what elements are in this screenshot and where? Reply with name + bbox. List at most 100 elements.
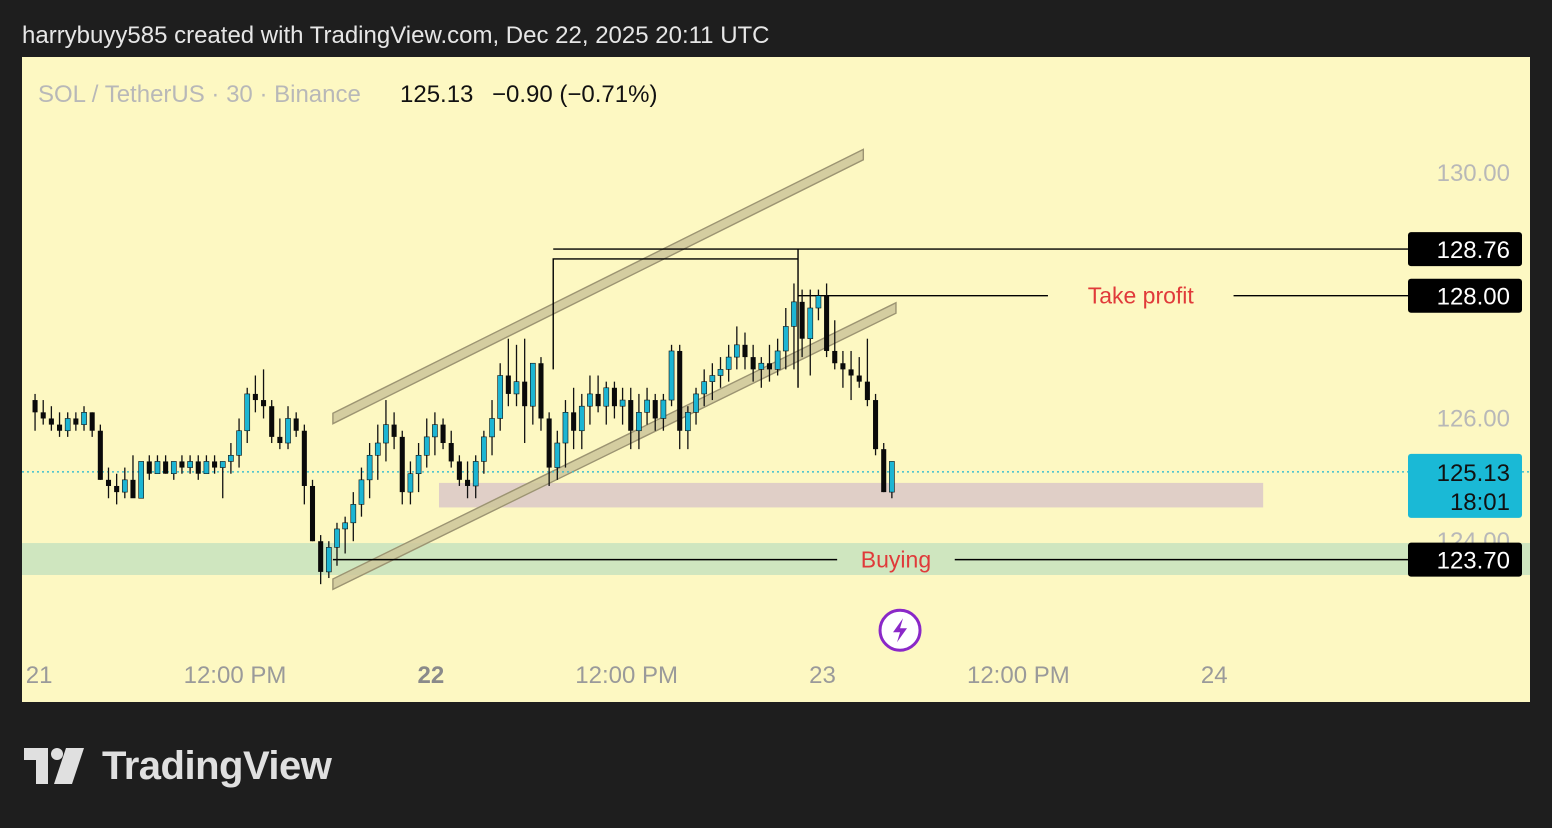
candle-body bbox=[465, 479, 471, 486]
candle bbox=[465, 461, 471, 499]
candle-body bbox=[481, 436, 487, 462]
candle-body bbox=[399, 436, 405, 493]
candle-body bbox=[725, 356, 732, 370]
candle bbox=[529, 362, 536, 425]
candle bbox=[415, 443, 422, 493]
candle-body bbox=[252, 393, 258, 401]
y-tick-label: 126.00 bbox=[1437, 405, 1510, 432]
candle-body bbox=[154, 461, 161, 475]
candle bbox=[32, 393, 38, 431]
candle bbox=[677, 344, 683, 450]
candle-body bbox=[578, 405, 585, 432]
candle-body bbox=[766, 363, 773, 370]
candle-body bbox=[391, 424, 397, 437]
price-tag-label: 128.00 bbox=[1437, 284, 1510, 311]
candle bbox=[782, 308, 789, 370]
price-tag bbox=[1408, 542, 1522, 577]
candle bbox=[873, 393, 879, 456]
candle-body bbox=[179, 461, 185, 468]
candle-body bbox=[693, 393, 699, 413]
candle-body bbox=[873, 400, 879, 450]
candle bbox=[505, 338, 511, 407]
candle-body bbox=[603, 387, 610, 407]
candle bbox=[595, 375, 601, 413]
candle bbox=[864, 338, 870, 407]
candle-body bbox=[440, 424, 446, 444]
zone-0 bbox=[438, 482, 1264, 508]
candle bbox=[725, 344, 732, 382]
candle bbox=[350, 492, 357, 542]
candle bbox=[848, 350, 854, 401]
candle-body bbox=[497, 375, 504, 419]
lightning-event-icon[interactable] bbox=[878, 608, 922, 652]
candle bbox=[89, 412, 95, 437]
candle-body bbox=[383, 424, 389, 444]
candle bbox=[685, 406, 691, 450]
candle-body bbox=[334, 528, 340, 548]
candle-body bbox=[513, 381, 520, 395]
candle-body bbox=[489, 418, 495, 438]
candle bbox=[81, 406, 87, 431]
candle bbox=[219, 461, 226, 499]
candle-body bbox=[187, 461, 193, 468]
candle bbox=[73, 412, 79, 431]
candle-body bbox=[774, 350, 781, 370]
x-tick-label: 23 bbox=[809, 662, 836, 689]
candle bbox=[856, 357, 862, 388]
candle bbox=[832, 320, 838, 370]
brand-name: TradingView bbox=[102, 743, 332, 788]
candle-body bbox=[750, 357, 756, 370]
candle bbox=[546, 412, 552, 486]
candle bbox=[554, 430, 561, 480]
legend-change: −0.90 (−0.71%) bbox=[492, 81, 657, 108]
candle bbox=[742, 332, 748, 370]
candle-body bbox=[734, 344, 740, 358]
candle bbox=[578, 393, 585, 450]
candle-body bbox=[64, 418, 71, 432]
x-tick-label: 12:00 PM bbox=[184, 662, 287, 689]
candle bbox=[40, 400, 46, 425]
tradingview-brand: TradingView bbox=[24, 743, 332, 788]
candle bbox=[366, 443, 373, 499]
candle bbox=[571, 387, 577, 450]
candle-body bbox=[89, 412, 95, 431]
candle bbox=[522, 338, 528, 444]
candle-body bbox=[57, 424, 63, 431]
candle bbox=[399, 430, 405, 505]
candle-body bbox=[219, 461, 226, 468]
candle bbox=[611, 381, 617, 419]
candle bbox=[252, 375, 258, 413]
candle-body bbox=[628, 400, 634, 431]
candle bbox=[97, 424, 103, 480]
channel-upper-band bbox=[332, 148, 865, 425]
candle bbox=[285, 406, 291, 450]
candle-body bbox=[889, 461, 895, 493]
candle-body bbox=[685, 412, 691, 432]
candle-body bbox=[170, 461, 177, 475]
candle-body bbox=[864, 381, 870, 401]
candle-body bbox=[505, 375, 511, 394]
candle-body bbox=[350, 504, 357, 524]
chart-credit: harrybuyy585 created with TradingView.co… bbox=[22, 22, 770, 49]
candle-body bbox=[244, 393, 251, 432]
legend-price: 125.13 bbox=[400, 81, 473, 108]
candle-body bbox=[791, 301, 797, 327]
tradingview-logo-icon bbox=[24, 748, 84, 784]
candle bbox=[203, 455, 210, 475]
y-tick-label: 130.00 bbox=[1437, 160, 1510, 187]
candle-body bbox=[782, 326, 789, 352]
candle-body bbox=[423, 436, 430, 456]
candle-body bbox=[163, 461, 169, 474]
candle bbox=[889, 461, 895, 499]
candle bbox=[146, 455, 152, 480]
candle bbox=[114, 473, 120, 505]
candle-body bbox=[48, 418, 54, 425]
candle bbox=[121, 467, 128, 499]
candle bbox=[497, 363, 504, 431]
price-tag-label: 123.70 bbox=[1437, 548, 1510, 575]
candle bbox=[750, 344, 756, 382]
candle-body bbox=[293, 418, 299, 431]
candle-body bbox=[138, 461, 144, 499]
candle-body bbox=[546, 418, 552, 468]
